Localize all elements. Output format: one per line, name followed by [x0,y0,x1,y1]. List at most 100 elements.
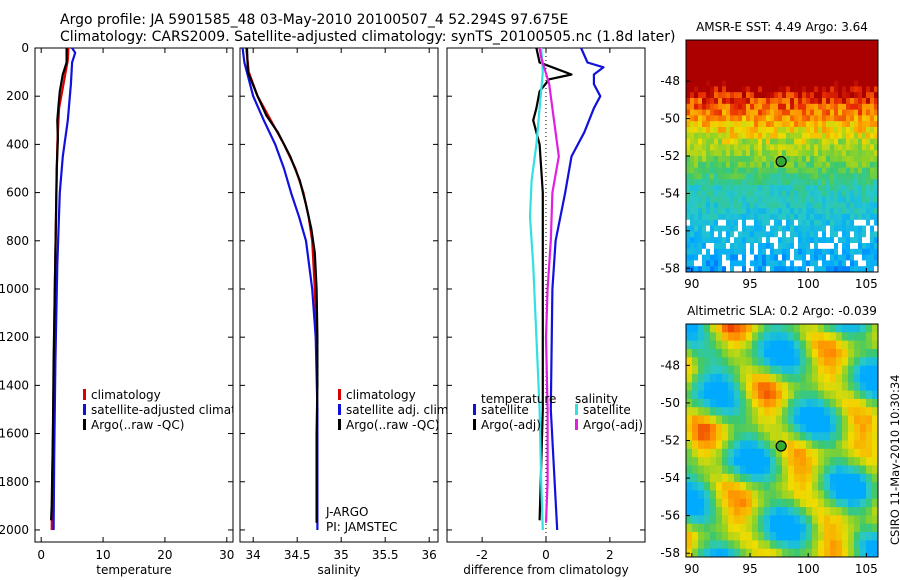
map-cell [822,45,827,53]
map-cell [752,440,759,450]
map-cell [698,115,703,122]
map-cell [766,167,771,174]
map-cell [752,465,759,475]
map-cell [826,40,831,47]
map-cell [730,266,735,273]
map-cell [860,340,867,350]
map-cell [722,523,729,533]
map-cell [860,415,867,425]
map-cell [722,138,727,145]
map-cell [722,237,727,244]
map-cell [746,121,751,128]
map-cell [842,121,847,128]
map-cell [706,69,711,76]
map-cell [702,225,707,232]
map-cell [806,382,813,392]
map-cell [686,498,693,508]
map-cell [794,115,799,122]
map-cell [854,150,859,157]
map-cell [854,266,859,273]
map-title: Altimetric SLA: 0.2 Argo: -0.039 [687,304,877,318]
map-cell [698,432,705,441]
map-cell [806,173,811,180]
map-cell [812,457,819,466]
map-cell [850,202,855,209]
map-cell [842,365,849,375]
map-cell [860,482,867,491]
map-cell [814,51,819,58]
map-cell [798,150,803,157]
map-cell [866,457,873,466]
map-cell [776,507,783,516]
map-cell [686,179,691,186]
map-cell [762,98,767,105]
map-cell [782,185,787,192]
map-cell [782,382,789,392]
map-cell [870,132,875,140]
map-cell [714,51,719,58]
map-cell [872,365,879,375]
map-cell [692,448,699,458]
map-cell [874,254,879,261]
map-cell [702,63,707,70]
map-cell [862,243,867,250]
map-cell [842,74,847,82]
map-cell [750,190,755,198]
map-cell [746,45,751,53]
map-cell [722,423,729,433]
map-cell [822,243,827,250]
map-cell [710,382,717,392]
map-cell [842,498,849,508]
map-cell [698,132,703,140]
map-cell [842,382,849,392]
map-cell [698,423,705,433]
map-cell [758,515,765,525]
legend-label: satellite-adjusted climatology [91,403,269,417]
map-cell [722,219,727,227]
map-cell [794,98,799,105]
map-cell [758,132,763,140]
map-cell [716,390,723,400]
map-cell [870,196,875,203]
map-cell [764,498,771,508]
map-cell [788,548,795,558]
map-cell [770,80,775,87]
x-tick-label: 20 [157,548,172,562]
map-cell [842,243,847,250]
map-cell [806,115,811,122]
map-cell [834,92,839,99]
map-cell [774,103,779,111]
map-cell [690,127,695,134]
map-cell [794,457,801,466]
map-cell [718,74,723,82]
map-cell [686,202,691,209]
map-cell [786,80,791,87]
map-cell [782,260,787,267]
map-cell [854,415,861,425]
map-cell [704,324,711,333]
map-cell [874,127,879,134]
map-cell [806,190,811,198]
map-cell [846,57,851,64]
map-cell [718,80,723,87]
map-cell [846,167,851,174]
map-cell [794,266,799,273]
map-cell [818,63,823,70]
map-cell [838,92,843,99]
map-cell [690,144,695,151]
map-cell [866,482,873,491]
map-cell [862,57,867,64]
map-cell [686,161,691,169]
map-cell [758,548,765,558]
map-cell [838,231,843,238]
map-cell [762,121,767,128]
map-cell [846,260,851,267]
map-cell [770,390,777,400]
map-cell [782,473,789,483]
map-cell [794,373,801,383]
map-cell [686,324,693,333]
map-cell [846,127,851,134]
map-cell [750,138,755,145]
map-cell [706,214,711,221]
map-cell [770,86,775,93]
